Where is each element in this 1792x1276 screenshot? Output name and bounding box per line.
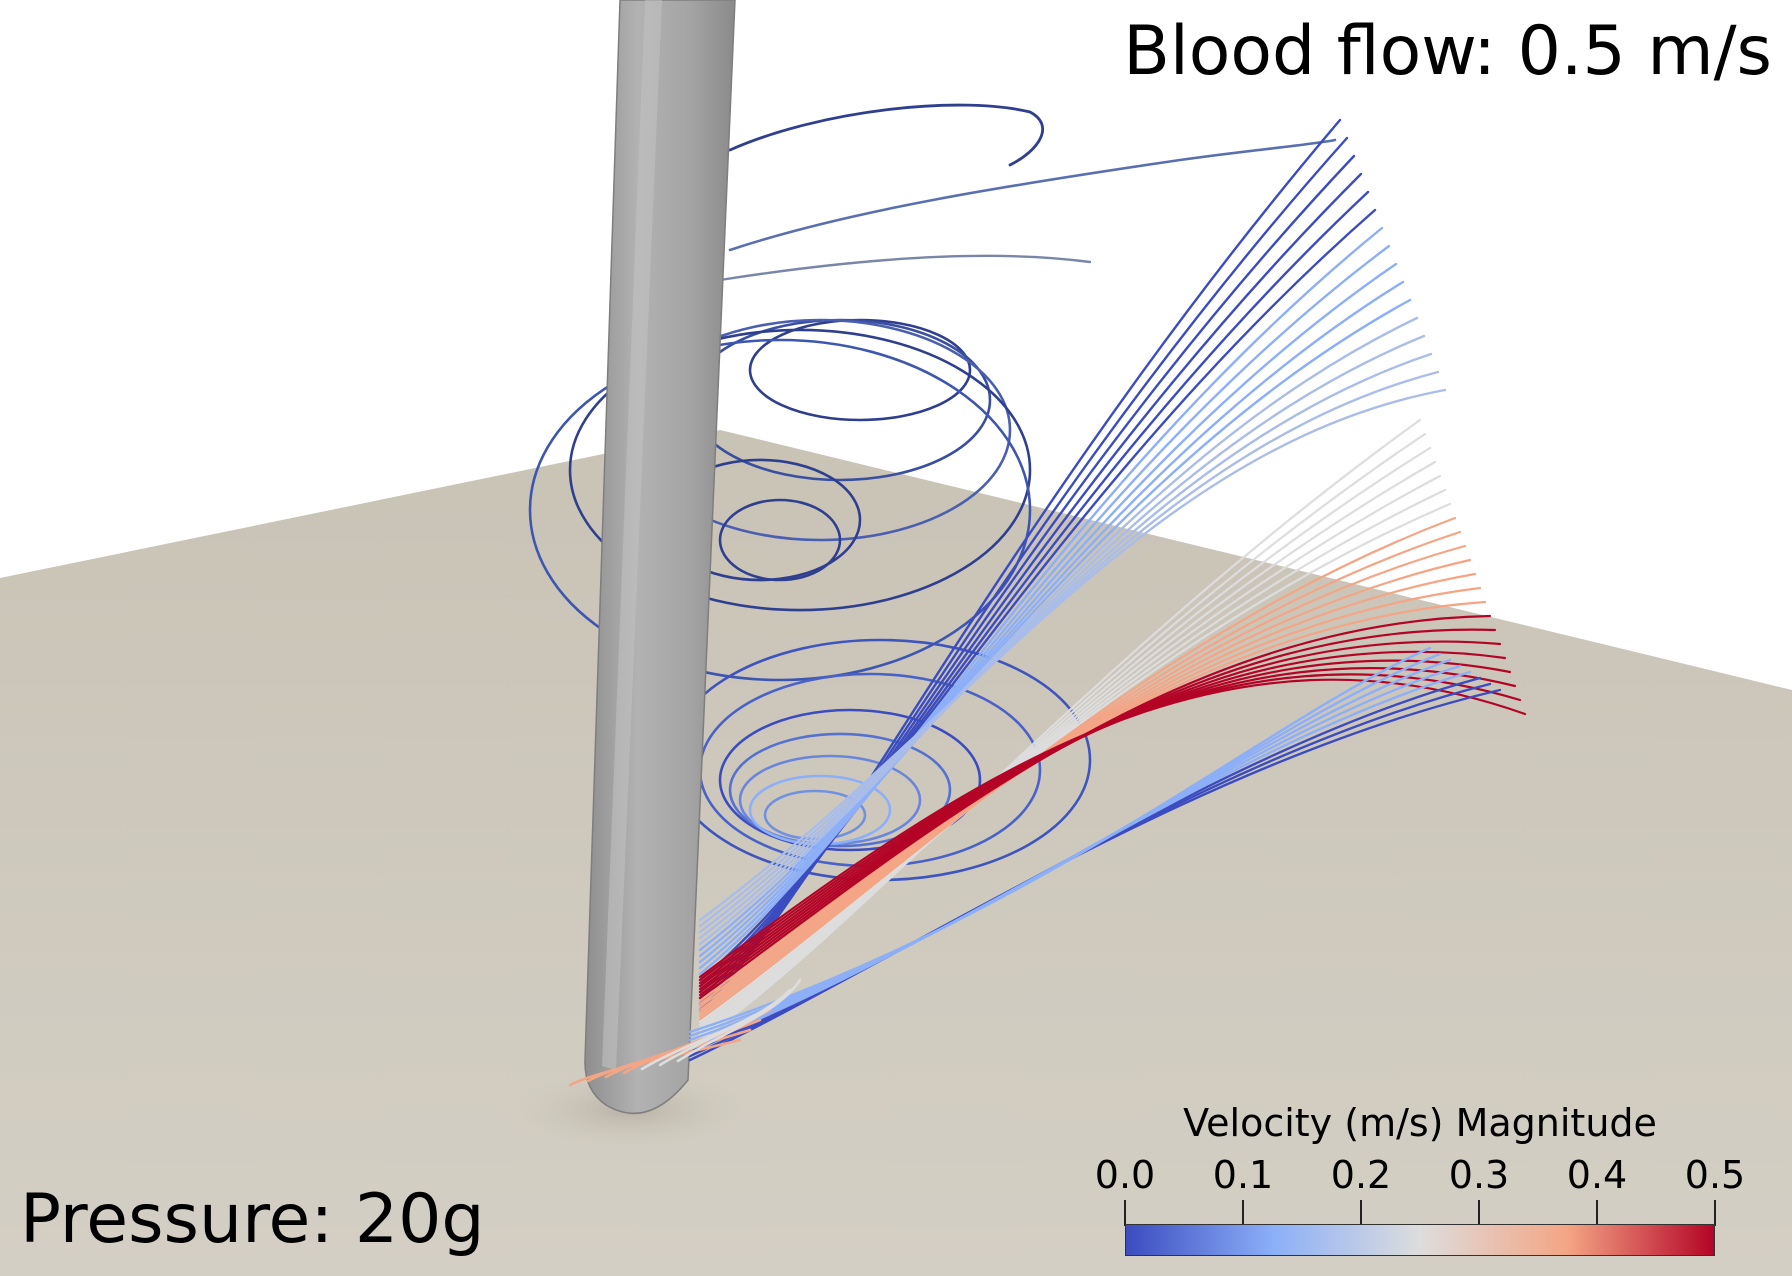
streamline [688,646,1432,1034]
legend-tick-label: 0.2 [1330,1153,1392,1197]
streamline [698,678,1527,979]
streamline [698,262,1398,964]
streamlines-front [568,118,1527,1087]
legend-title: Velocity (m/s) Magnitude [1183,1101,1657,1145]
legend-tick-mark [1478,1200,1480,1226]
streamline [698,370,1440,928]
velocity-color-legend: Velocity (m/s) Magnitude 0.0 0.1 0.2 0.3… [1095,1101,1745,1264]
legend-tick-label: 0.5 [1684,1153,1746,1197]
streamline [698,226,1384,976]
streamline [676,978,802,1063]
catheter-highlight [602,0,662,1070]
legend-tick-label: 0.3 [1448,1153,1510,1197]
streamline [698,208,1377,982]
streamline [698,388,1447,922]
catheter [584,0,736,1115]
streamline [698,172,1363,994]
streamline [698,316,1419,946]
pressure-annotation: Pressure: 20g [20,1180,485,1259]
streamline [698,334,1426,940]
legend-tick-mark [1714,1200,1716,1226]
legend-tick-mark [1242,1200,1244,1226]
legend-colorbar [1125,1224,1715,1256]
streamline [748,774,892,846]
legend-tick-mark [1596,1200,1598,1226]
streamline [748,318,972,422]
streamline [728,138,1337,252]
streamline [698,352,1433,934]
streamline [728,103,1044,167]
streamline [738,754,922,846]
streamline [763,789,867,841]
streamline [718,254,1092,282]
streamline [628,318,1012,542]
streamline [698,280,1405,958]
legend-tick-label: 0.4 [1566,1153,1628,1197]
streamline [698,244,1391,970]
streamline [698,298,1412,952]
streamline [718,498,842,582]
streamline [698,672,1042,868]
blood-flow-annotation: Blood flow: 0.5 m/s [1123,12,1772,91]
legend-tick-mark [1360,1200,1362,1226]
legend-tick-label: 0.0 [1094,1153,1156,1197]
streamline [658,988,792,1067]
streamline [698,190,1370,988]
legend-tick-label: 0.1 [1212,1153,1274,1197]
legend-tick-mark [1124,1200,1126,1226]
